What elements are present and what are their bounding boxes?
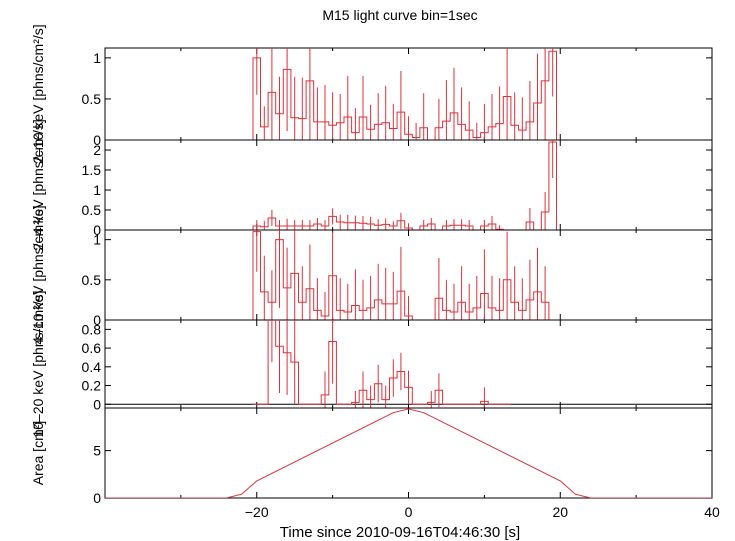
area-curve (105, 408, 712, 498)
chart-title: M15 light curve bin=1sec (322, 7, 477, 23)
plot-area (105, 320, 712, 408)
y-tick-label: 1 (93, 182, 101, 198)
panel-area: 0 5 Area [cm²] (30, 407, 713, 506)
y-tick-label: 5 (93, 443, 101, 459)
x-tick-label: 20 (552, 504, 568, 520)
panel-4-10kev: 0 0.5 1 4–10 keV [phns/cm²/s] (30, 205, 713, 345)
y-axis-label: 10–20 keV [phns/cm²/s] (30, 290, 46, 437)
panel-frame (104, 139, 713, 231)
y-tick-label: 0 (93, 490, 101, 506)
x-tick-label: 0 (405, 504, 413, 520)
y-tick-label: 1 (93, 232, 101, 248)
histogram-steps (252, 141, 564, 230)
y-tick-label: 0.4 (82, 359, 102, 375)
plot-area (105, 230, 712, 320)
y-tick-label: 0 (93, 396, 101, 412)
y-tick-label: 0.6 (82, 340, 102, 356)
y-axis-label: 2–10 keV [phns/cm²/s] (30, 24, 46, 163)
panel-2-10kev: 0 0.5 1 2–10 keV [phns/cm²/s] (30, 24, 713, 164)
x-tick-label: 40 (704, 504, 720, 520)
y-tick-label: 1.5 (82, 162, 102, 178)
y-tick-label: 0.5 (82, 91, 102, 107)
y-axis-label: 4–10 keV [phns/cm²/s] (30, 205, 46, 344)
y-tick-label: 0.5 (82, 202, 102, 218)
y-tick-label: 1 (93, 50, 101, 66)
x-axis-label: Time since 2010-09-16T04:46:30 [s] (280, 524, 520, 541)
y-axis-label: 2–4 keV [phns/cm²/s] (30, 119, 46, 251)
y-tick-label: 2 (93, 142, 101, 158)
y-tick-label: 0 (93, 132, 101, 148)
y-tick-label: 0.5 (82, 272, 102, 288)
histogram-steps (253, 320, 511, 405)
histogram-steps (252, 231, 564, 320)
panel-frame (104, 407, 713, 499)
panel-10-20kev: 0 0.2 0.4 0.6 0.8 10–20 keV [phns/cm²/s] (30, 290, 713, 438)
x-tick-label: −20 (245, 504, 269, 520)
y-tick-label: 0.8 (82, 321, 102, 337)
plot-area (105, 48, 712, 140)
y-tick-label: 0.2 (82, 378, 102, 394)
y-axis-label: Area [cm²] (30, 421, 46, 486)
y-tick-label: 0 (93, 312, 101, 328)
plot-area (105, 140, 712, 230)
plot-area (105, 408, 712, 498)
panel-2-4kev: 0 0.5 1 1.5 2 2–4 keV [phns/cm²/s] (30, 119, 713, 251)
y-tick-label: 0 (93, 222, 101, 238)
